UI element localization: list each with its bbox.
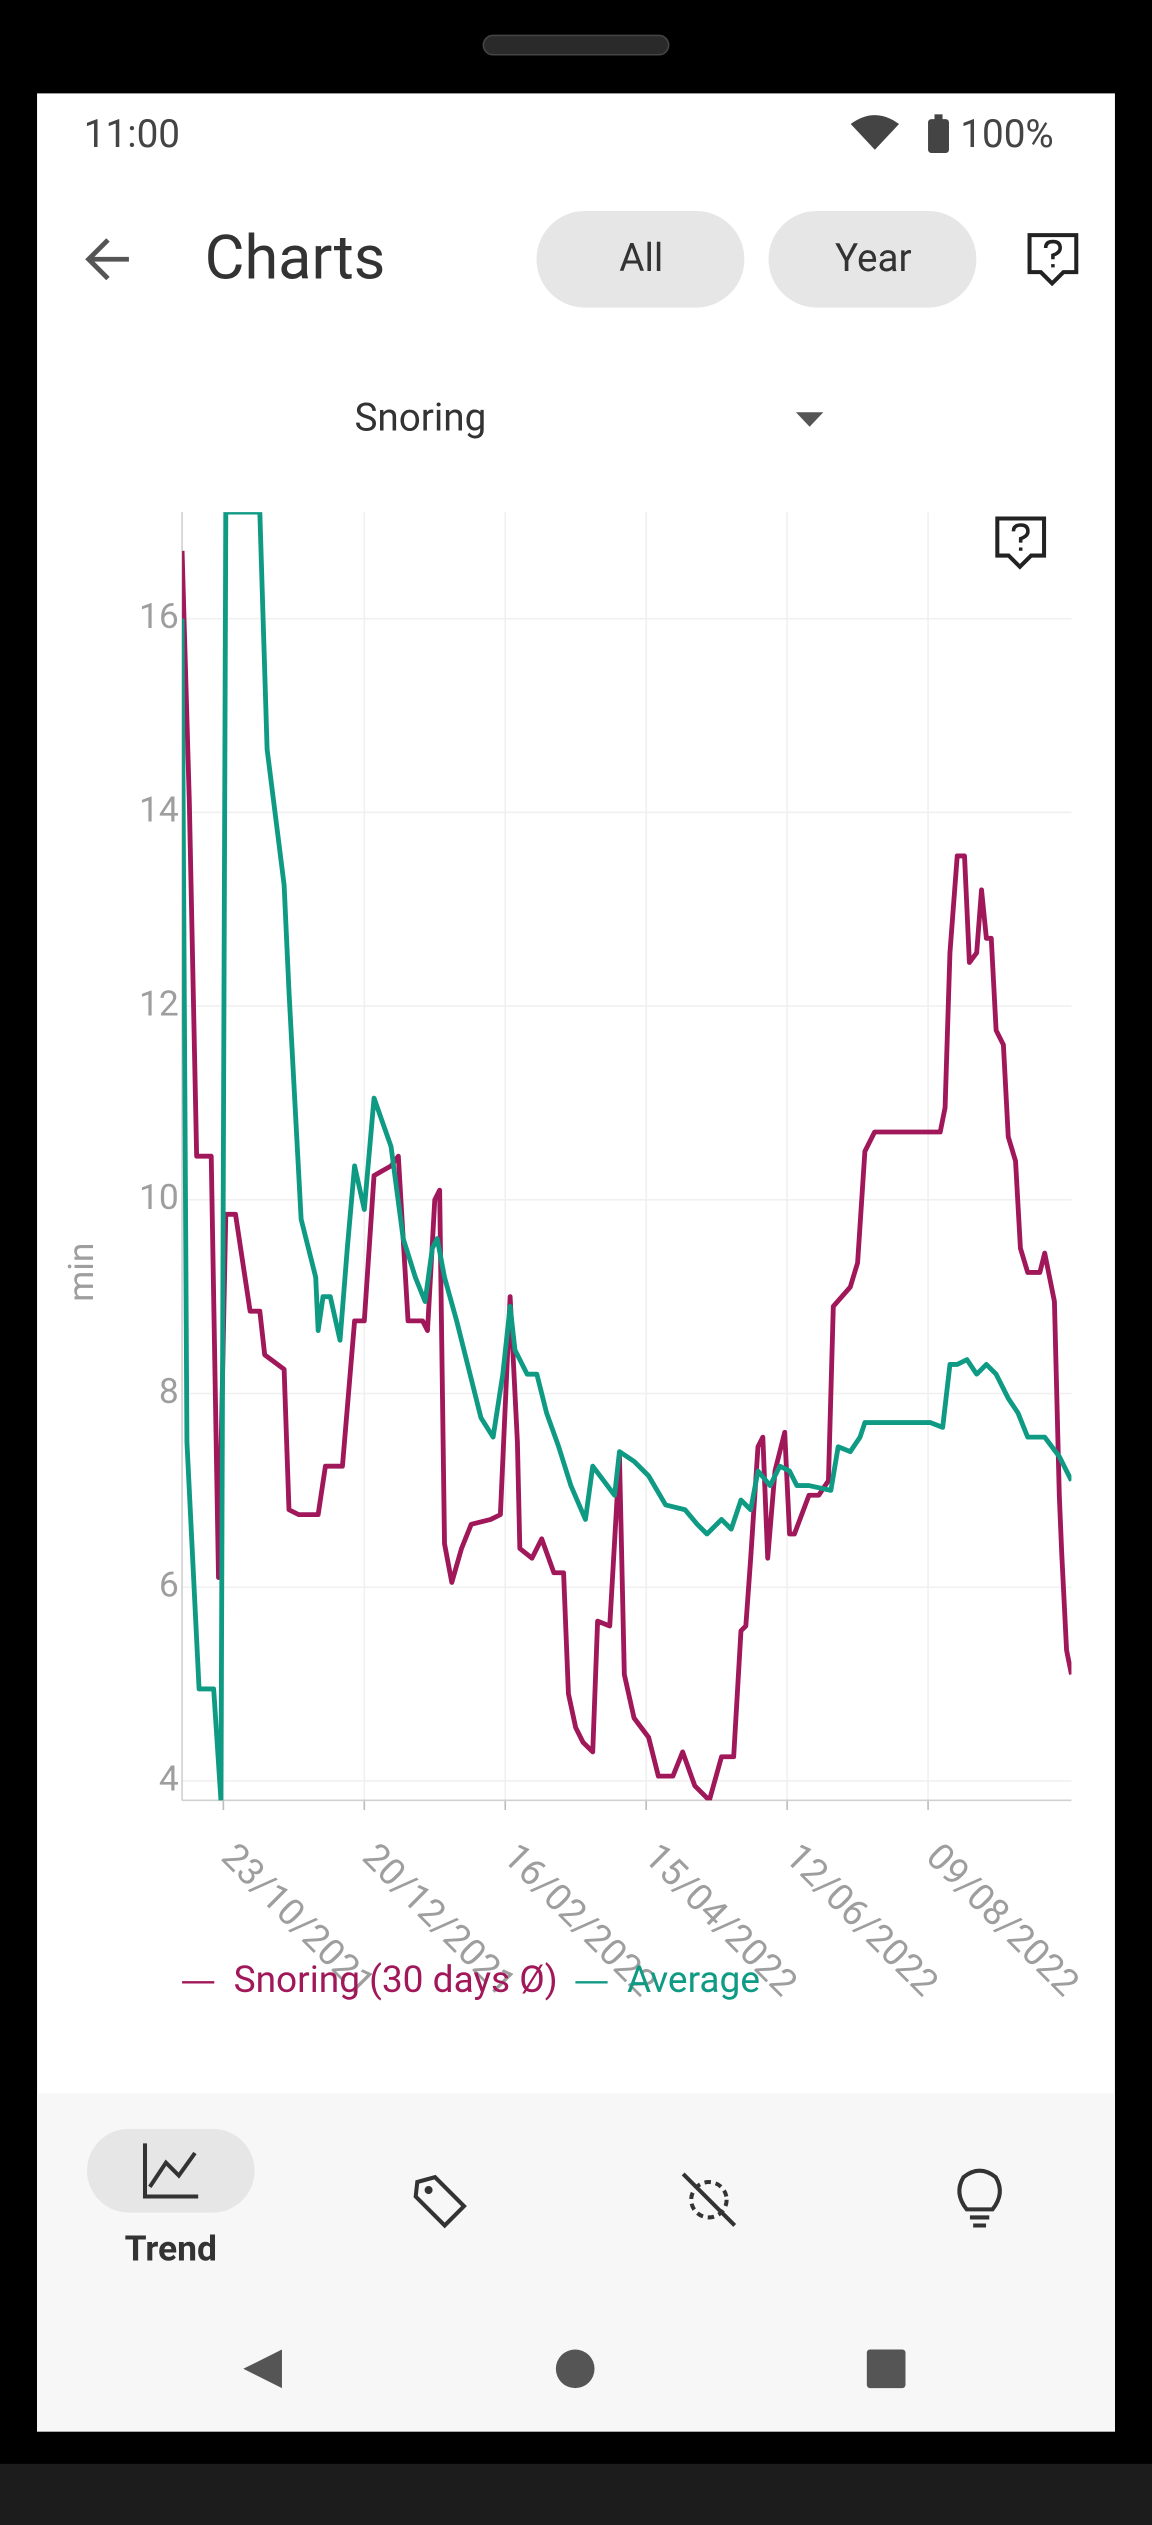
metric-selector[interactable]: Snoring (354, 396, 486, 441)
chart-help-button[interactable] (995, 516, 1047, 570)
tips-icon[interactable] (957, 2168, 1002, 2228)
battery-level: 100% (960, 112, 1053, 157)
filter-chip[interactable] (768, 210, 977, 308)
nav-active-pill[interactable] (87, 2128, 255, 2213)
battery-cap (934, 114, 943, 121)
filter-chip-label[interactable]: Year (835, 236, 912, 281)
factors-icon-slash (681, 2172, 737, 2227)
series-line (182, 550, 1072, 1801)
plot-area (182, 512, 1072, 1801)
help-glyph[interactable] (1043, 239, 1062, 268)
y-tick-label: 12 (139, 982, 179, 1024)
filter-chip[interactable] (536, 210, 745, 308)
y-tick-label: 14 (139, 789, 179, 831)
legend-label: Snoring (30 days Ø) (234, 1959, 558, 2002)
app-title: Charts (205, 222, 386, 294)
status-time: 11:00 (84, 112, 180, 157)
y-tick-label: 10 (139, 1176, 179, 1218)
filter-chip-label[interactable]: All (619, 236, 663, 281)
trend-icon[interactable] (142, 2143, 199, 2199)
y-tick-label: 4 (159, 1757, 179, 1799)
battery-icon (928, 119, 949, 153)
wifi-icon (850, 115, 900, 150)
series-line (182, 512, 1072, 1801)
help-bubble[interactable] (1027, 233, 1079, 287)
system-recents[interactable] (866, 2349, 906, 2389)
phone-chin (0, 2463, 1152, 2525)
system-home[interactable] (555, 2349, 595, 2389)
dropdown-arrow[interactable] (795, 412, 824, 427)
legend-label: Average (627, 1959, 760, 2002)
back-button[interactable] (85, 238, 129, 281)
nav-label[interactable]: Trend (125, 2228, 217, 2270)
y-tick-label: 8 (159, 1370, 179, 1412)
tags-icon[interactable] (413, 2174, 467, 2229)
help-button[interactable] (1027, 233, 1079, 287)
system-back[interactable] (243, 2349, 282, 2389)
y-axis-label: min (60, 1243, 102, 1302)
y-tick-label: 6 (159, 1564, 179, 1606)
tags-icon-dot (424, 2186, 433, 2195)
y-tick-label: 16 (139, 595, 179, 637)
speaker (482, 34, 670, 56)
screen (37, 93, 1115, 2432)
help-glyph[interactable] (1011, 523, 1030, 551)
